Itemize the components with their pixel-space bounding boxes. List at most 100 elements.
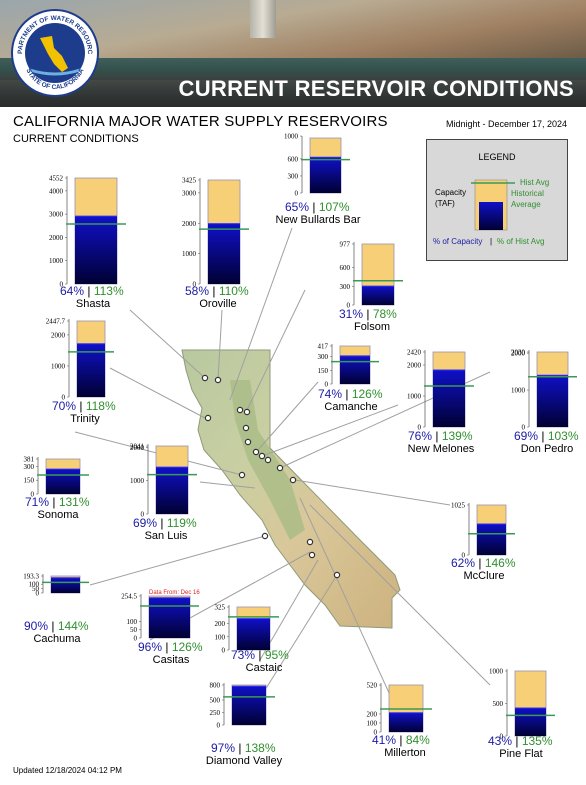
reservoir-chart-pine-flat: 0 500 1000 43% | 135%Pine Flat [488,668,555,760]
legend-separator: | [490,237,492,246]
legend-title: LEGEND [478,152,516,162]
storage-bar [51,577,80,593]
pct-label: 69% | 103% [514,429,579,443]
pct-of-hist-avg: 138% [245,741,276,755]
tick-label: 417 [318,343,329,351]
tick-label: 2000 [130,444,145,452]
legend-storage-swatch [479,202,503,230]
reservoir-chart-camanche: 0 150 300 417 74% | 126%Camanche [318,343,383,414]
pct-label: 90% | 144% [24,619,89,633]
tick-label: 600 [340,264,351,272]
tick-label: 2030 [511,349,526,357]
reservoir-name: Castaic [246,662,283,674]
tick-label: 0 [36,590,40,598]
reservoir-chart-trinity: 0 1000 2000 2447.7 70% | 118%Trinity [46,318,116,426]
dwr-seal-logo: DEPARTMENT OF WATER RESOURCES STATE OF C… [10,8,99,97]
tick-label: 300 [24,463,35,471]
reservoir-chart-mcclure: 0 1025 62% | 146%McClure [451,502,516,583]
tick-label: 150 [24,477,35,485]
pct-of-capacity: 76% [408,429,432,443]
reservoir-name: Cachuma [33,633,81,645]
tick-label: 0 [60,281,64,289]
pct-of-capacity: 62% [451,556,475,570]
tick-label: 2000 [182,220,197,228]
pct-of-capacity: 65% [285,200,309,214]
pct-of-hist-avg: 84% [406,733,430,747]
tick-label: 1025 [451,502,466,510]
pct-of-hist-avg: 110% [219,284,249,298]
tick-label: 500 [210,697,221,705]
tick-label: 100 [29,581,40,589]
pct-of-hist-avg: 146% [485,556,516,570]
banner-dam [250,0,276,38]
tick-label: 200 [367,710,378,718]
pct-label: 73% | 95% [231,648,289,662]
reservoir-chart-shasta: 0 1000 2000 3000 4000 4552 64% | 113%Shasta [49,175,126,310]
tick-label: 0 [462,552,466,560]
pct-label: 76% | 139% [408,429,473,443]
pct-of-capacity: 96% [138,640,162,654]
tick-label: 0 [62,394,66,402]
data-date-note: Data From: Dec 16 [149,590,200,596]
pct-separator: | [49,495,59,509]
pct-label: 64% | 113% [60,284,124,298]
reservoir-name: Shasta [76,298,111,310]
legend-graphic: Hist Avg Capacity (TAF) Historical Avera… [433,178,549,246]
tick-label: 0 [141,511,145,519]
tick-label: 4552 [49,175,64,183]
storage-bar [515,708,546,736]
updated-timestamp: Updated 12/18/2024 04:12 PM [13,766,122,775]
pct-label: 43% | 135% [488,734,553,748]
pct-separator: | [475,556,485,570]
storage-bar [46,469,80,494]
tick-label: 2000 [51,331,66,339]
storage-bar [77,343,105,397]
tick-label: 2041 [130,443,145,451]
pct-of-capacity: 31% [339,307,363,321]
tick-label: 1000 [182,250,197,258]
storage-bar [340,355,370,384]
pct-separator: | [76,399,86,413]
tick-label: 3425 [182,177,197,185]
tick-label: 0 [522,424,526,432]
tick-label: 0 [134,635,138,643]
pct-label: 62% | 146% [451,556,516,570]
pct-of-hist-avg: 139% [442,429,473,443]
reservoir-name: Folsom [354,321,390,333]
tick-label: 100 [367,719,378,727]
tick-label: 300 [318,353,329,361]
pct-of-capacity: 70% [52,399,76,413]
tick-label: 0 [222,647,226,655]
tick-label: 100 [215,633,226,641]
pct-of-hist-avg: 107% [319,200,350,214]
pct-separator: | [209,284,219,298]
legend-average-label: Average [511,200,541,209]
tick-label: 0 [31,491,35,499]
pct-of-capacity: 90% [24,619,48,633]
tick-label: 1000 [284,133,299,141]
legend-hist-avg-label: Hist Avg [520,178,549,187]
reservoir-markers [201,374,341,579]
pct-label: 74% | 126% [318,387,383,401]
pct-of-capacity: 41% [372,733,396,747]
reservoir-chart-new-bullards-bar: 0 300 600 1000 65% | 107%New Bullards Bar [276,133,361,226]
reservoir-name: Millerton [384,747,426,759]
reservoir-name: McClure [464,570,505,582]
pct-label: 65% | 107% [285,200,350,214]
pct-of-capacity: 58% [185,284,209,298]
tick-label: 0 [418,424,422,432]
pct-separator: | [48,619,58,633]
tick-label: 500 [493,700,504,708]
pct-of-hist-avg: 118% [86,399,116,413]
tick-label: 1000 [51,362,66,370]
reservoir-name: Oroville [199,298,236,310]
tick-label: 1000 [489,668,504,676]
pct-label: 41% | 84% [372,733,430,747]
reservoir-chart-oroville: 0 1000 2000 3000 3425 58% | 110%Oroville [182,177,249,310]
